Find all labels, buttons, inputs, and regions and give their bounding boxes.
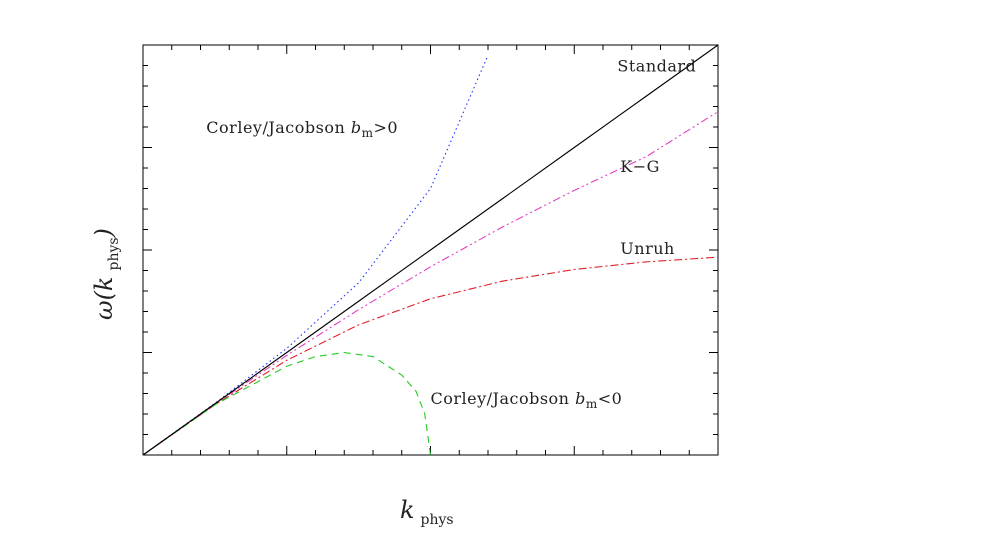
series-line-corley-jacobson-b-m-0 <box>142 351 432 456</box>
series-line-corley-jacobson-b-m-0 <box>142 55 489 456</box>
curve-label-1: Corley/Jacobson bm>0 <box>206 118 398 140</box>
curve-label-4: Corley/Jacobson bm<0 <box>431 389 623 411</box>
series-line-standard <box>142 44 719 456</box>
series-line-unruh <box>142 256 719 456</box>
series-line-k-g <box>142 111 719 456</box>
y-axis-title: ω(kphys) <box>90 228 122 320</box>
curve-label-2: K−G <box>620 157 660 176</box>
x-axis-title: k phys <box>400 496 454 528</box>
axis-ticks <box>143 45 718 455</box>
curve-labels: Standard Corley/Jacobson bm>0 K−G Unruh Corl… <box>206 57 696 411</box>
curve-label-0: Standard <box>617 57 696 76</box>
curve-label-3: Unruh <box>620 239 675 258</box>
curves <box>142 44 719 456</box>
